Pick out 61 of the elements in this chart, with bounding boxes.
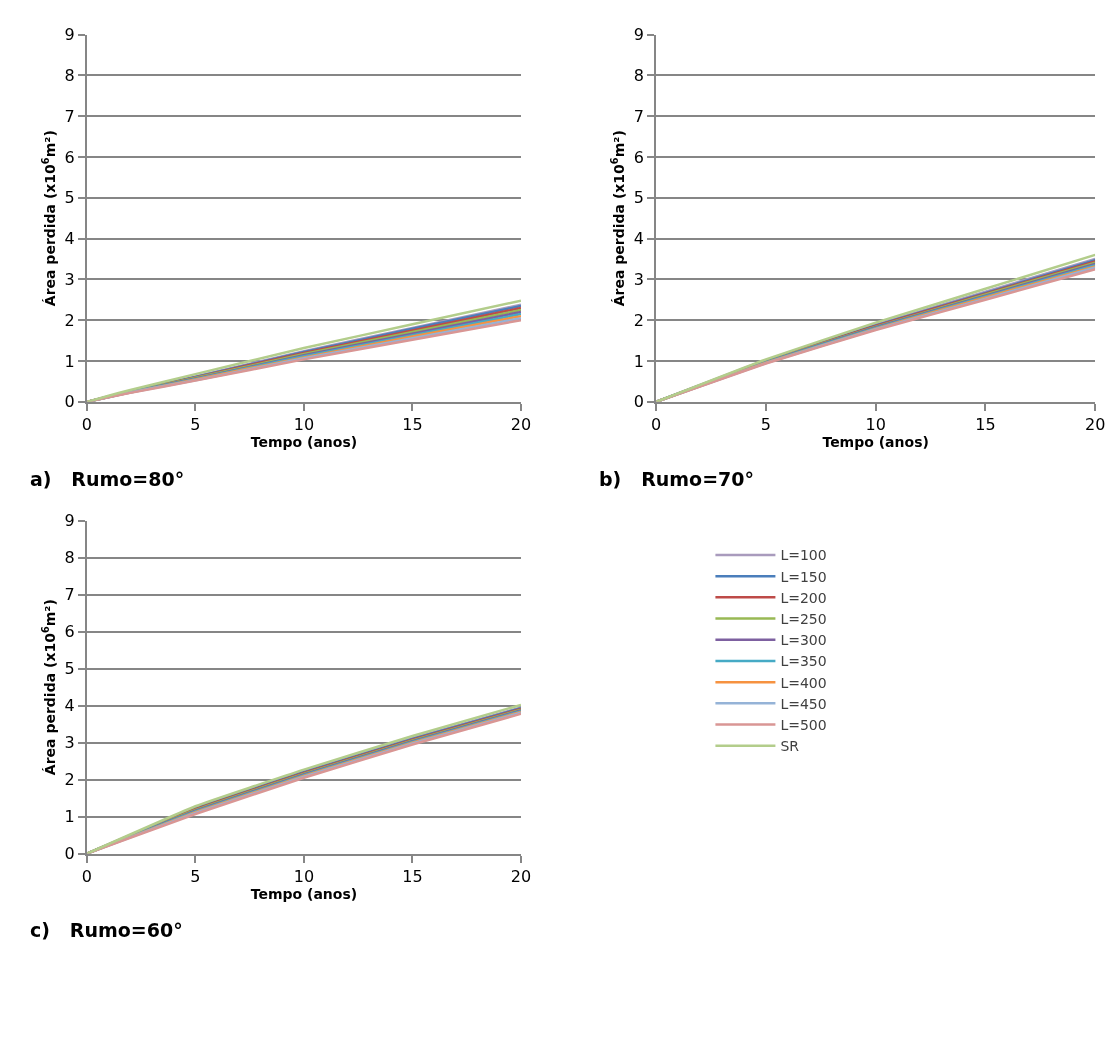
x-axis-title: Tempo (anos) <box>250 885 358 902</box>
text: c) Rumo=60° <box>30 919 183 941</box>
y-tick-label: 7 <box>633 106 644 126</box>
y-tick-label: 5 <box>64 659 75 679</box>
y-tick-label: 6 <box>633 147 644 167</box>
y-tick-label: 3 <box>64 733 75 753</box>
x-tick-label: 20 <box>510 415 532 435</box>
y-tick-label: 2 <box>633 310 644 330</box>
legend-label: L=300 <box>780 632 827 649</box>
y-tick-label: 9 <box>64 511 75 531</box>
x-tick-label: 10 <box>865 415 886 435</box>
y-tick-label: 4 <box>64 229 75 249</box>
y-tick-label: 4 <box>633 229 644 249</box>
y-tick-label: 0 <box>633 392 644 412</box>
legend-label: L=450 <box>780 695 827 712</box>
x-tick-label: 15 <box>402 866 423 886</box>
x-axis-title: Tempo (anos) <box>822 434 929 451</box>
y-tick-label: 7 <box>64 106 75 126</box>
legend-label: L=250 <box>780 611 827 627</box>
x-tick-label: 5 <box>760 415 772 435</box>
legend-label: L=350 <box>780 653 827 670</box>
y-tick-label: 1 <box>64 351 75 371</box>
y-tick-label: 7 <box>64 585 75 605</box>
y-tick-label: 2 <box>64 310 75 330</box>
y-tick-label: 8 <box>64 548 75 568</box>
y-tick-label: 5 <box>633 188 644 208</box>
y-tick-label: 5 <box>64 188 75 208</box>
y-tick-label: 8 <box>633 65 644 85</box>
y-tick-label: 3 <box>633 270 644 289</box>
y-tick-label: 6 <box>64 622 75 642</box>
x-tick-label: 0 <box>651 415 662 435</box>
y-tick-label: 8 <box>64 65 75 85</box>
y-tick-label: 6 <box>64 147 75 167</box>
x-tick-label: 10 <box>293 866 315 886</box>
x-tick-label: 15 <box>975 415 996 435</box>
y-tick-label: 0 <box>64 392 75 412</box>
legend-label: SR <box>780 738 800 755</box>
x-tick-label: 20 <box>1085 415 1106 435</box>
x-tick-label: 0 <box>81 866 92 886</box>
x-tick-label: 0 <box>81 415 92 435</box>
y-tick-label: 9 <box>633 25 644 45</box>
y-tick-label: 3 <box>64 270 75 289</box>
legend-label: L=200 <box>780 589 827 606</box>
x-axis-title: Tempo (anos) <box>250 434 358 451</box>
text: a) Rumo=80° <box>30 468 185 490</box>
x-tick-label: 15 <box>402 415 423 435</box>
x-tick-label: 10 <box>293 415 315 435</box>
x-tick-label: 5 <box>190 415 201 435</box>
legend-label: L=400 <box>780 674 827 691</box>
y-tick-label: 2 <box>64 770 75 790</box>
y-tick-label: 1 <box>64 807 75 827</box>
legend-label: L=500 <box>780 717 827 733</box>
legend-label: L=150 <box>780 568 827 585</box>
y-tick-label: 9 <box>64 25 75 45</box>
text: b) Rumo=70° <box>599 468 754 490</box>
y-tick-label: 1 <box>633 351 644 371</box>
legend-label: L=100 <box>780 547 827 564</box>
y-tick-label: 4 <box>64 696 75 716</box>
x-tick-label: 5 <box>190 866 201 886</box>
x-tick-label: 20 <box>510 866 532 886</box>
y-tick-label: 0 <box>64 844 75 864</box>
